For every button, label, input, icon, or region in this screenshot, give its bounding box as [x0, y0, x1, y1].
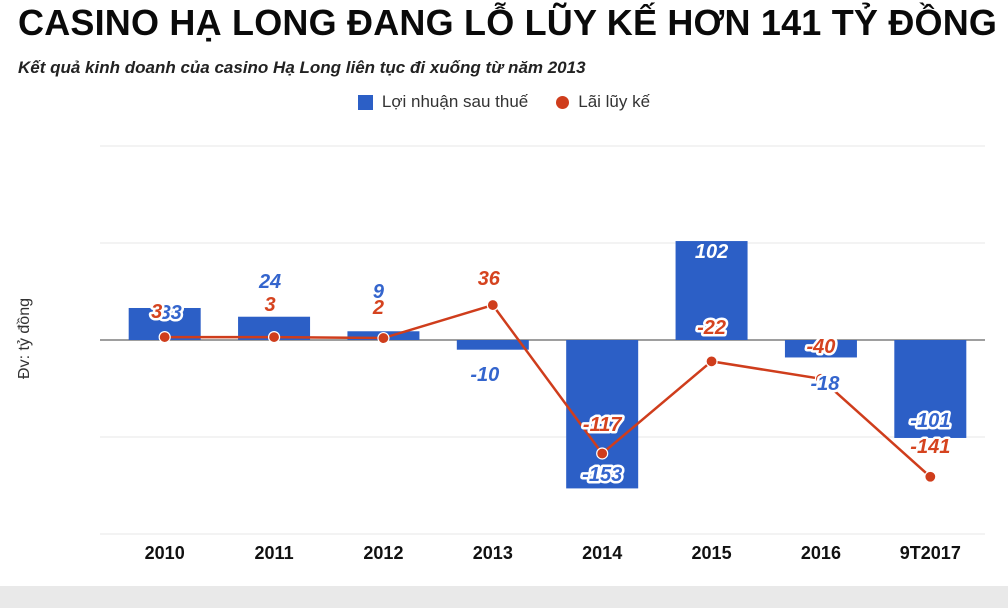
- line-point-2011: [267, 330, 281, 344]
- x-axis-label-2015: 2015: [692, 543, 732, 563]
- bar-2016: [784, 340, 857, 358]
- legend-label-cumulative: Lãi lũy kế: [578, 92, 651, 111]
- line-point-2013: [486, 298, 499, 312]
- cumulative-line: [164, 303, 932, 478]
- bar-value-label-2016: -18: [810, 373, 840, 395]
- bar-2013: [456, 340, 529, 350]
- bar-value-label-2012: 9: [373, 281, 385, 303]
- line-point-9T2017: [924, 470, 937, 483]
- x-axis-label-2010: 2010: [145, 543, 185, 563]
- line-point-2012: [377, 331, 390, 345]
- line-value-label-2010: 3: [151, 301, 162, 323]
- chart-title: CASINO HẠ LONG ĐANG LỖ LŨY KẾ HƠN 141 TỶ…: [18, 2, 998, 43]
- line-point-2014: [596, 447, 609, 460]
- line-point-2016: [814, 372, 828, 385]
- line-point-2010: [158, 330, 171, 344]
- x-axis-label-2011: 2011: [255, 543, 294, 563]
- line-value-label-2014: -117: [583, 414, 622, 436]
- line-point-2015: [705, 355, 718, 368]
- bar-9T2017: [894, 340, 967, 438]
- bar-value-label-2010: 33: [160, 302, 182, 324]
- bar-2014: [566, 340, 639, 489]
- bar-2011: [238, 316, 311, 340]
- bar-value-label-2014: -153: [582, 464, 622, 486]
- line-value-label-9T2017: -141: [910, 436, 950, 458]
- chart-legend: Lợi nhuận sau thuế Lãi lũy kế: [0, 92, 1008, 112]
- bar-value-label-9T2017: -101: [910, 410, 950, 432]
- footer-strip: [0, 586, 1008, 608]
- bar-2015: [675, 241, 748, 340]
- legend-item-net-profit: Lợi nhuận sau thuế: [357, 92, 529, 112]
- bar-value-label-2011: 24: [258, 271, 281, 293]
- bar-series-swatch-icon: [357, 94, 373, 110]
- x-axis-label-2013: 2013: [473, 543, 513, 563]
- x-axis-label-2014: 2014: [582, 543, 622, 563]
- line-value-label-2012: 2: [372, 297, 384, 319]
- x-axis-label-9T2017: 9T2017: [900, 543, 961, 563]
- chart-subtitle: Kết quả kinh doanh của casino Hạ Long li…: [18, 58, 586, 77]
- line-value-label-2016: -40: [806, 336, 835, 358]
- line-value-label-2015: -22: [697, 317, 726, 339]
- bar-value-label-2013: -10: [470, 364, 499, 386]
- x-axis-label-2016: 2016: [801, 543, 841, 563]
- line-value-label-2011: 3: [265, 294, 276, 316]
- legend-label-net-profit: Lợi nhuận sau thuế: [381, 92, 529, 111]
- line-value-label-2013: 36: [478, 268, 501, 290]
- line-series-swatch-icon: [556, 95, 570, 109]
- legend-item-cumulative: Lãi lũy kế: [556, 92, 650, 112]
- bar-value-label-2015: 102: [695, 241, 728, 263]
- x-axis-label-2012: 2012: [363, 543, 403, 563]
